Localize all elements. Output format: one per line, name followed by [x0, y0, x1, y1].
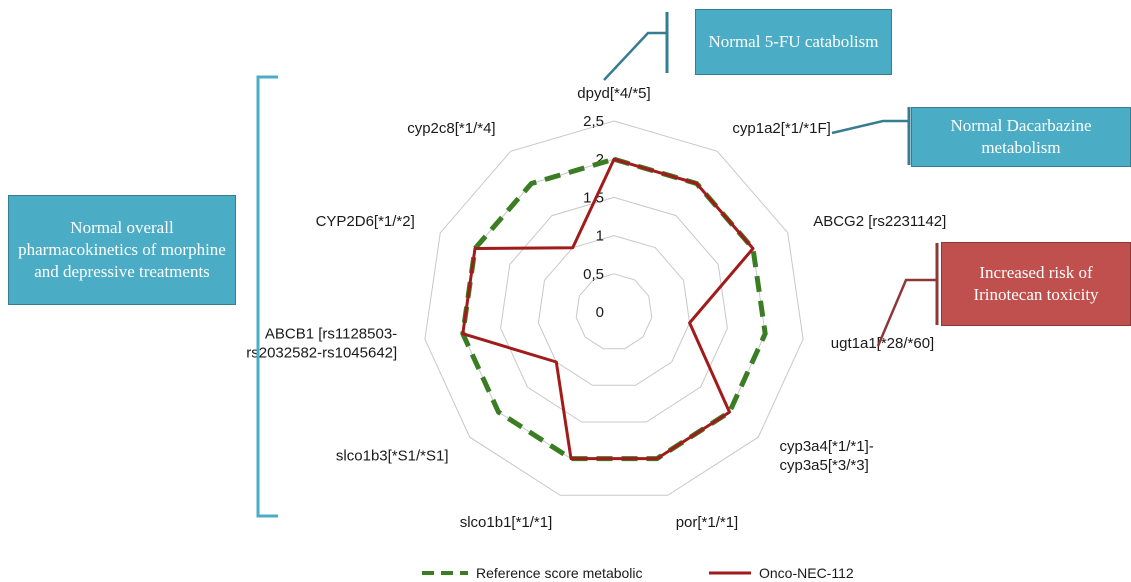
callout-connectors — [256, 12, 939, 518]
tick-label: 2 — [596, 151, 604, 168]
series-line-reference — [460, 156, 768, 462]
legend-label-onco-nec: Onco-NEC-112 — [759, 565, 854, 581]
axis-label: slco1b3[*S1/*S1] — [336, 447, 449, 464]
radar-axis-labels: dpyd[*4/*5] cyp1a2[*1/*1F] ABCG2 [rs223114… — [246, 85, 946, 531]
tick-label: 1 — [596, 228, 604, 245]
axis-label: cyp2c8[*1/*4] — [407, 120, 495, 137]
callout-morphine-pharmacokinetics: Normal overall pharmacokinetics of morph… — [8, 195, 236, 305]
axis-label: cyp1a2[*1/*1F] — [732, 120, 830, 137]
grid-ring-2 — [537, 235, 691, 386]
tick-label: 0 — [596, 304, 604, 321]
legend-label-reference: Reference score metabolic — [476, 565, 643, 581]
tick-label: 0,5 — [583, 266, 604, 283]
axis-label: por[*1/*1] — [676, 514, 739, 531]
axis-label: cyp3a4[*1/*1]-cyp3a5[*3/*3] — [780, 438, 874, 474]
grid-ring-1 — [575, 273, 653, 350]
radar-grid — [424, 120, 804, 496]
legend-solid-line-icon — [709, 571, 751, 575]
grid-ring-3 — [500, 196, 728, 423]
legend-item-reference: Reference score metabolic — [420, 564, 643, 582]
legend-item-onco-nec: Onco-NEC-112 — [707, 564, 854, 582]
grid-ring-4 — [462, 158, 766, 460]
grid-ring-5 — [424, 120, 804, 496]
radar-tick-labels: 00,511,522,5 — [583, 113, 604, 321]
axis-label: ABCB1 [rs1128503-rs2032582-rs1045642] — [246, 326, 397, 362]
radar-series — [460, 156, 768, 462]
axis-label: CYP2D6[*1/*2] — [316, 213, 415, 230]
callout-5fu-catabolism: Normal 5-FU catabolism — [695, 9, 892, 75]
axis-label: dpyd[*4/*5] — [577, 85, 650, 102]
series-line-onco-nec — [461, 157, 755, 461]
connector-5fu — [603, 31, 667, 81]
connector-dacarbazine — [831, 119, 909, 135]
callout-dacarbazine-metabolism: Normal Dacarbazine metabolism — [911, 107, 1131, 167]
legend-dashed-line-icon — [422, 571, 468, 575]
bracket-morphine — [256, 75, 278, 518]
connector-irinotecan — [876, 278, 936, 347]
axis-label: ABCG2 [rs2231142] — [813, 213, 946, 230]
callout-irinotecan-toxicity: Increased risk of Irinotecan toxicity — [941, 242, 1131, 326]
axis-label: slco1b1[*1/*1] — [460, 514, 553, 531]
tick-label: 2,5 — [583, 113, 604, 130]
axis-label: ugt1a1[*28/*60] — [831, 335, 934, 352]
